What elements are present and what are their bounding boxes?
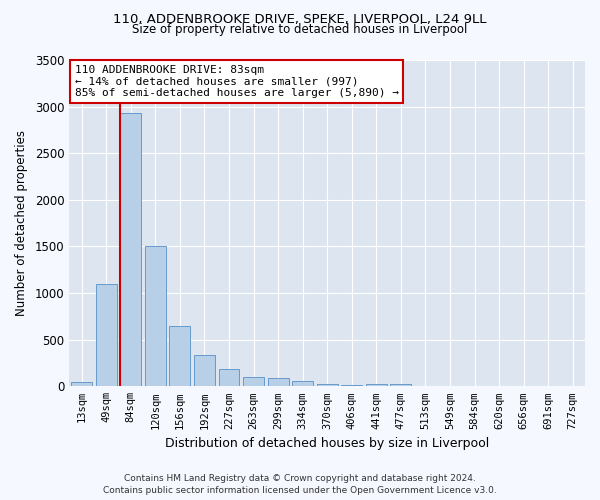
Bar bbox=[317, 384, 338, 386]
Text: 110, ADDENBROOKE DRIVE, SPEKE, LIVERPOOL, L24 9LL: 110, ADDENBROOKE DRIVE, SPEKE, LIVERPOOL… bbox=[113, 12, 487, 26]
Text: 110 ADDENBROOKE DRIVE: 83sqm
← 14% of detached houses are smaller (997)
85% of s: 110 ADDENBROOKE DRIVE: 83sqm ← 14% of de… bbox=[74, 65, 398, 98]
Bar bbox=[96, 284, 116, 386]
Bar bbox=[391, 384, 412, 386]
Bar bbox=[243, 376, 264, 386]
Bar bbox=[121, 113, 141, 386]
Bar bbox=[218, 368, 239, 386]
Bar bbox=[169, 326, 190, 386]
Bar bbox=[194, 355, 215, 386]
Text: Size of property relative to detached houses in Liverpool: Size of property relative to detached ho… bbox=[133, 22, 467, 36]
Text: Contains HM Land Registry data © Crown copyright and database right 2024.
Contai: Contains HM Land Registry data © Crown c… bbox=[103, 474, 497, 495]
X-axis label: Distribution of detached houses by size in Liverpool: Distribution of detached houses by size … bbox=[165, 437, 490, 450]
Bar bbox=[145, 246, 166, 386]
Bar bbox=[71, 382, 92, 386]
Bar bbox=[268, 378, 289, 386]
Bar bbox=[292, 381, 313, 386]
Y-axis label: Number of detached properties: Number of detached properties bbox=[15, 130, 28, 316]
Bar bbox=[366, 384, 387, 386]
